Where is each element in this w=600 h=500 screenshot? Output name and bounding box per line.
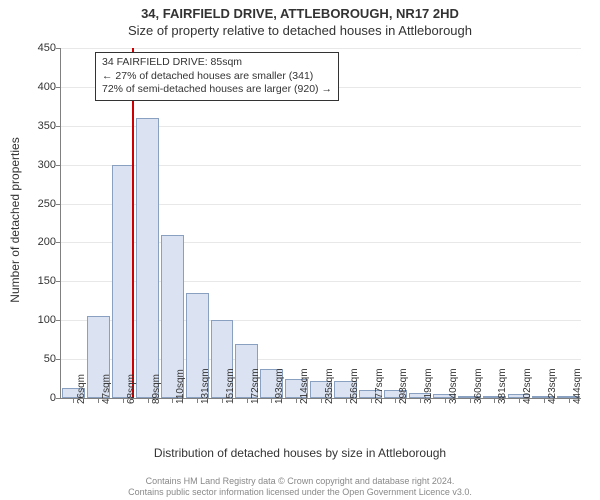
gridline	[61, 48, 581, 49]
xtick-label: 235sqm	[324, 368, 335, 404]
footer-attribution: Contains HM Land Registry data © Crown c…	[0, 476, 600, 498]
xtick-label: 298sqm	[398, 368, 409, 404]
footer-line-1: Contains HM Land Registry data © Crown c…	[0, 476, 600, 487]
ytick-label: 450	[20, 42, 56, 54]
xtick-mark	[98, 398, 99, 403]
ytick-mark	[56, 398, 61, 399]
xtick-mark	[395, 398, 396, 403]
xtick-mark	[544, 398, 545, 403]
ytick-label: 250	[20, 198, 56, 210]
chart-container: 34, FAIRFIELD DRIVE, ATTLEBOROUGH, NR17 …	[0, 0, 600, 500]
histogram-bar	[136, 118, 159, 398]
annotation-line: 34 FAIRFIELD DRIVE: 85sqm	[102, 56, 332, 70]
ytick-mark	[56, 281, 61, 282]
ytick-label: 100	[20, 314, 56, 326]
xtick-label: 423sqm	[547, 368, 558, 404]
xtick-label: 172sqm	[250, 368, 261, 404]
xtick-label: 68sqm	[126, 374, 137, 404]
xtick-label: 360sqm	[473, 368, 484, 404]
annotation-line: 72% of semi-detached houses are larger (…	[102, 83, 332, 97]
x-axis-label: Distribution of detached houses by size …	[0, 446, 600, 460]
annotation-box: 34 FAIRFIELD DRIVE: 85sqm← 27% of detach…	[95, 52, 339, 101]
xtick-label: 151sqm	[225, 368, 236, 404]
xtick-label: 47sqm	[101, 374, 112, 404]
xtick-mark	[346, 398, 347, 403]
xtick-label: 131sqm	[200, 368, 211, 404]
xtick-label: 26sqm	[76, 374, 87, 404]
xtick-label: 340sqm	[448, 368, 459, 404]
ytick-mark	[56, 48, 61, 49]
xtick-mark	[197, 398, 198, 403]
xtick-mark	[470, 398, 471, 403]
xtick-mark	[519, 398, 520, 403]
xtick-mark	[73, 398, 74, 403]
ytick-label: 200	[20, 236, 56, 248]
xtick-label: 381sqm	[497, 368, 508, 404]
xtick-mark	[445, 398, 446, 403]
xtick-mark	[321, 398, 322, 403]
xtick-mark	[172, 398, 173, 403]
chart-title-address: 34, FAIRFIELD DRIVE, ATTLEBOROUGH, NR17 …	[0, 0, 600, 21]
xtick-mark	[271, 398, 272, 403]
ytick-label: 400	[20, 81, 56, 93]
xtick-label: 193sqm	[274, 368, 285, 404]
xtick-mark	[148, 398, 149, 403]
ytick-label: 300	[20, 159, 56, 171]
xtick-mark	[247, 398, 248, 403]
xtick-label: 89sqm	[151, 374, 162, 404]
xtick-mark	[222, 398, 223, 403]
xtick-label: 402sqm	[522, 368, 533, 404]
xtick-label: 277sqm	[374, 368, 385, 404]
ytick-mark	[56, 165, 61, 166]
xtick-label: 319sqm	[423, 368, 434, 404]
xtick-mark	[123, 398, 124, 403]
histogram-bar	[112, 165, 135, 398]
xtick-mark	[371, 398, 372, 403]
ytick-label: 150	[20, 275, 56, 287]
ytick-mark	[56, 242, 61, 243]
ytick-label: 350	[20, 120, 56, 132]
ytick-mark	[56, 126, 61, 127]
xtick-mark	[569, 398, 570, 403]
xtick-mark	[296, 398, 297, 403]
ytick-label: 0	[20, 392, 56, 404]
xtick-mark	[420, 398, 421, 403]
chart-subtitle: Size of property relative to detached ho…	[0, 21, 600, 38]
xtick-label: 444sqm	[572, 368, 583, 404]
annotation-line: ← 27% of detached houses are smaller (34…	[102, 70, 332, 84]
footer-line-2: Contains public sector information licen…	[0, 487, 600, 498]
ytick-mark	[56, 359, 61, 360]
ytick-label: 50	[20, 353, 56, 365]
ytick-mark	[56, 320, 61, 321]
ytick-mark	[56, 87, 61, 88]
ytick-mark	[56, 204, 61, 205]
xtick-label: 214sqm	[299, 368, 310, 404]
xtick-label: 256sqm	[349, 368, 360, 404]
xtick-label: 110sqm	[175, 369, 186, 404]
xtick-mark	[494, 398, 495, 403]
